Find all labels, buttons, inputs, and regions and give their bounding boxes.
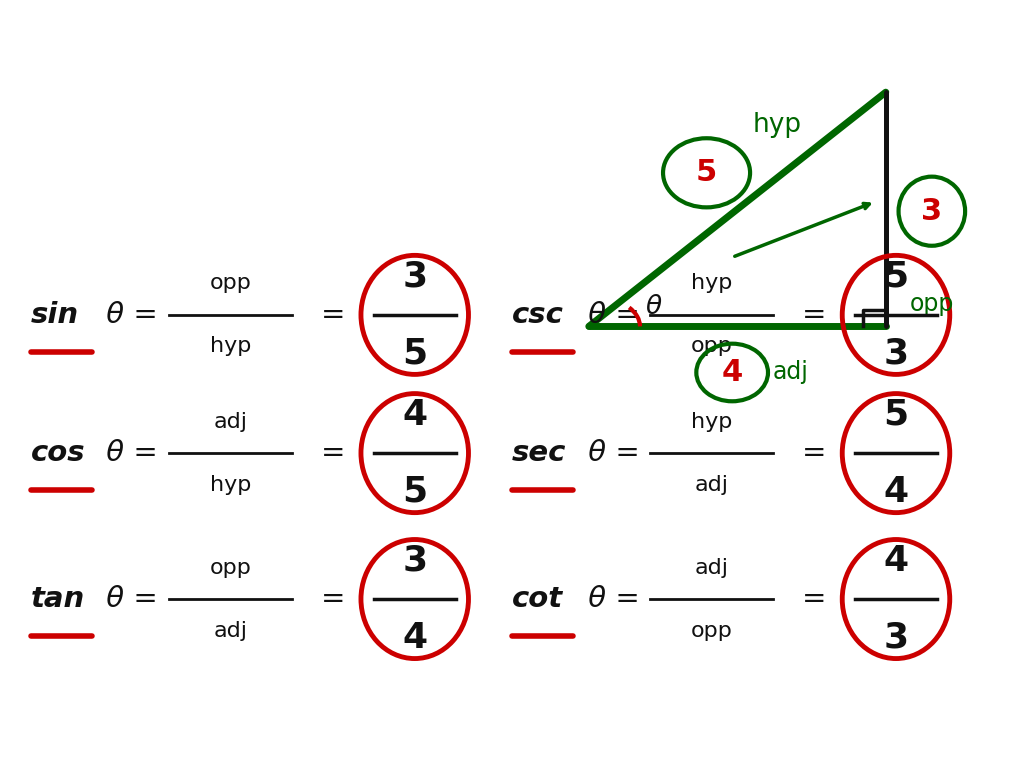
Text: θ =: θ = [97,439,158,467]
Text: =: = [802,439,826,467]
Text: hyp: hyp [210,336,251,356]
Text: $\theta$: $\theta$ [645,294,663,320]
Text: =: = [802,585,826,613]
Text: 4: 4 [402,621,427,654]
Text: sec: sec [512,439,566,467]
Text: adj: adj [213,621,248,641]
Text: opp: opp [210,273,251,293]
Text: hyp: hyp [753,112,802,138]
Text: 3: 3 [884,336,908,370]
Text: θ =: θ = [579,439,639,467]
Text: 5: 5 [402,336,427,370]
Text: hyp: hyp [691,273,732,293]
Text: hyp: hyp [210,475,251,495]
Text: θ =: θ = [97,301,158,329]
Text: adj: adj [694,475,729,495]
Text: 3: 3 [922,197,942,226]
Text: θ =: θ = [579,301,639,329]
Text: hyp: hyp [691,412,732,432]
Text: cot: cot [512,585,563,613]
Text: 5: 5 [696,158,717,187]
Text: =: = [321,301,345,329]
Text: 5: 5 [884,398,908,432]
Text: 3: 3 [402,544,427,578]
Text: opp: opp [691,621,732,641]
Text: csc: csc [512,301,564,329]
Text: cos: cos [31,439,85,467]
Text: sin: sin [31,301,79,329]
Text: adj: adj [213,412,248,432]
Text: 3: 3 [402,260,427,293]
Text: θ =: θ = [579,585,639,613]
Text: tan: tan [31,585,85,613]
Text: 4: 4 [722,358,742,387]
Text: θ =: θ = [97,585,158,613]
Text: opp: opp [909,292,954,316]
Text: 4: 4 [402,398,427,432]
Text: 4: 4 [884,544,908,578]
Text: 4: 4 [884,475,908,508]
Text: adj: adj [773,360,809,385]
Text: =: = [802,301,826,329]
Text: =: = [321,439,345,467]
Text: opp: opp [691,336,732,356]
Text: 3: 3 [884,621,908,654]
Text: 5: 5 [402,475,427,508]
Text: =: = [321,585,345,613]
Text: 5: 5 [884,260,908,293]
Text: opp: opp [210,558,251,578]
Text: adj: adj [694,558,729,578]
